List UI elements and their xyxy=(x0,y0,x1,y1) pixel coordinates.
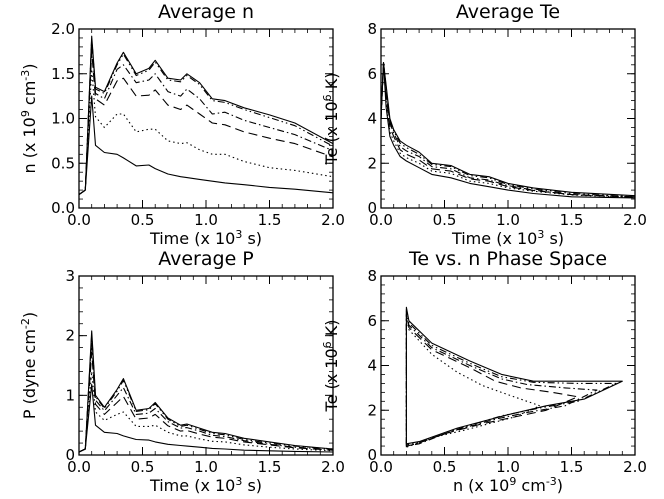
x-tick-label: 0.0 xyxy=(67,211,91,229)
x-tick-label: 1.0 xyxy=(194,211,218,229)
y-tick-label: 0 xyxy=(367,199,377,217)
series-line-6 xyxy=(380,62,636,199)
y-axis-label: Te (x 106 K) xyxy=(321,73,342,166)
series-line-6 xyxy=(78,95,334,196)
x-tick-label: 2.0 xyxy=(321,211,345,229)
x-tick-label: 0.0 xyxy=(369,211,393,229)
y-tick-label: 2.0 xyxy=(51,20,75,38)
series-line-1 xyxy=(405,306,623,445)
x-axis-label: n (x 109 cm-3) xyxy=(453,475,563,496)
y-axis-label: Te (x 106 K) xyxy=(321,320,342,413)
series-line-3 xyxy=(380,62,636,198)
y-tick-label: 0.5 xyxy=(51,154,75,172)
x-tick-label: 0.5 xyxy=(433,458,457,476)
series-line-3 xyxy=(78,41,334,196)
x-tick-label: 1.5 xyxy=(560,211,584,229)
series-line-1 xyxy=(380,62,636,197)
y-tick-label: 6 xyxy=(367,65,377,83)
series-line-1 xyxy=(78,35,334,196)
series-line-5 xyxy=(78,68,334,196)
y-tick-label: 8 xyxy=(367,267,377,285)
x-axis-label: Time (x 103 s) xyxy=(149,228,262,249)
x-tick-label: 1.0 xyxy=(496,458,520,476)
series-line-4 xyxy=(405,313,579,447)
x-tick-label: 1.5 xyxy=(258,458,282,476)
x-tick-label: 0.0 xyxy=(67,458,91,476)
x-tick-label: 0.0 xyxy=(369,458,393,476)
y-axis-label: P (dyne cm-2) xyxy=(19,312,40,419)
chart-title: Average n xyxy=(158,1,254,23)
y-tick-label: 1.5 xyxy=(51,65,75,83)
y-tick-label: 2 xyxy=(367,401,377,419)
chart-panel-2: Average Te 0.0 0.5 1.0 1.5 2.0 0 2 4 6 8 Time (x 10… xyxy=(321,1,647,248)
series-line-5 xyxy=(380,62,636,199)
x-axis-label: Time (x 103 s) xyxy=(149,475,262,496)
series-line-2 xyxy=(405,309,617,446)
y-tick-label: 4 xyxy=(367,110,377,128)
x-tick-label: 1.5 xyxy=(560,458,584,476)
series-line-2 xyxy=(78,333,334,453)
series-line-4 xyxy=(78,351,334,453)
chart-title: Te vs. n Phase Space xyxy=(408,248,607,270)
x-tick-label: 1.0 xyxy=(496,211,520,229)
series-line-4 xyxy=(380,62,636,198)
plot-frame xyxy=(78,28,334,209)
x-tick-label: 0.5 xyxy=(433,211,457,229)
x-axis-label: Time (x 103 s) xyxy=(451,228,564,249)
chart-panel-3: Average P 0.0 0.5 1.0 1.5 2.0 0 1 2 3 Time (x 103 … xyxy=(19,248,345,495)
series-line-5 xyxy=(405,315,541,448)
y-tick-label: 1.0 xyxy=(51,110,75,128)
y-tick-label: 3 xyxy=(65,267,75,285)
y-tick-label: 4 xyxy=(367,357,377,375)
series-line-3 xyxy=(78,341,334,453)
y-tick-label: 0.0 xyxy=(51,199,75,217)
chart-title: Average P xyxy=(158,248,254,270)
y-tick-label: 0 xyxy=(65,446,75,464)
x-tick-label: 1.0 xyxy=(194,458,218,476)
y-tick-label: 2 xyxy=(367,154,377,172)
x-tick-label: 2.0 xyxy=(623,458,647,476)
chart-title: Average Te xyxy=(456,1,560,23)
y-tick-label: 1 xyxy=(65,386,75,404)
chart-panel-4: Te vs. n Phase Space 0.0 0.5 1.0 1.5 2.0 0 2 4 6 8… xyxy=(321,248,647,495)
x-tick-label: 1.5 xyxy=(258,211,282,229)
x-tick-label: 0.5 xyxy=(131,458,155,476)
x-tick-label: 2.0 xyxy=(321,458,345,476)
y-tick-label: 8 xyxy=(367,20,377,38)
series-line-3 xyxy=(405,311,598,447)
chart-panel-1: Average n 0.0 0.5 1.0 1.5 2.0 0.0 0.5 1.0 1.5 2.0 T… xyxy=(19,1,345,248)
x-tick-label: 2.0 xyxy=(623,211,647,229)
series-line-5 xyxy=(78,370,334,453)
y-tick-label: 6 xyxy=(367,312,377,330)
x-tick-label: 0.5 xyxy=(131,211,155,229)
y-axis-label: n (x 109 cm-3) xyxy=(19,63,40,173)
plot-frame xyxy=(380,28,636,209)
series-line-2 xyxy=(78,37,334,196)
plot-frame xyxy=(380,275,636,456)
series-line-1 xyxy=(78,330,334,453)
plot-frame xyxy=(78,275,334,456)
series-line-6 xyxy=(78,384,334,453)
y-tick-label: 2 xyxy=(65,327,75,345)
y-tick-label: 0 xyxy=(367,446,377,464)
series-line-2 xyxy=(380,62,636,198)
series-line-4 xyxy=(78,50,334,196)
